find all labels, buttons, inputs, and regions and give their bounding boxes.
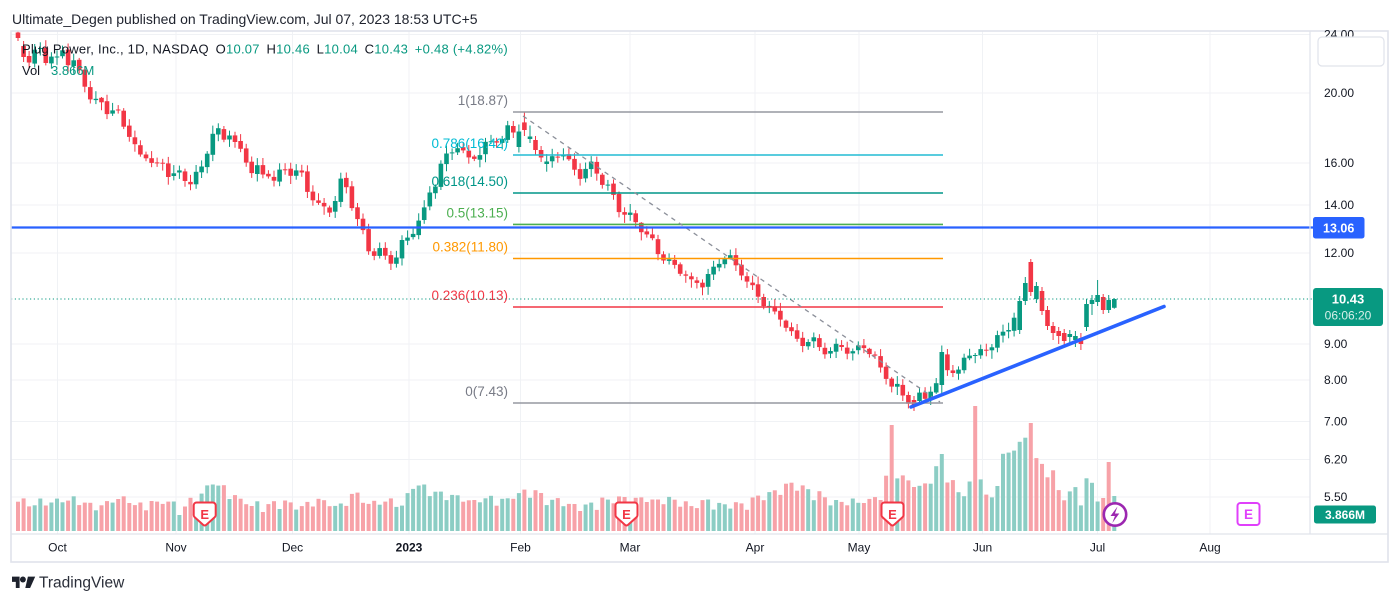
svg-text:3.866M: 3.866M (1325, 508, 1365, 522)
svg-text:0.382(11.80): 0.382(11.80) (432, 240, 508, 255)
svg-text:12.00: 12.00 (1324, 246, 1354, 260)
svg-text:0.5(13.15): 0.5(13.15) (446, 205, 508, 220)
svg-text:Mar: Mar (620, 541, 641, 555)
svg-text:Oct: Oct (48, 541, 67, 555)
svg-text:0.786(16.42): 0.786(16.42) (431, 136, 508, 151)
svg-text:E: E (1244, 507, 1253, 522)
svg-text:9.00: 9.00 (1324, 337, 1348, 351)
svg-text:E: E (200, 507, 209, 522)
svg-text:1(18.87): 1(18.87) (458, 93, 508, 108)
svg-text:5.50: 5.50 (1324, 490, 1348, 504)
svg-text:0.236(10.13): 0.236(10.13) (431, 288, 508, 303)
svg-text:Jun: Jun (973, 541, 992, 555)
svg-text:3.866M: 3.866M (51, 63, 94, 78)
svg-text:Vol: Vol (22, 63, 40, 78)
svg-text:Nov: Nov (165, 541, 186, 555)
svg-text:Plug Power, Inc., 1D, NASDAQ: Plug Power, Inc., 1D, NASDAQ O10.07 H10.… (22, 42, 508, 57)
svg-text:16.00: 16.00 (1324, 156, 1354, 170)
svg-text:0.618(14.50): 0.618(14.50) (431, 174, 508, 189)
svg-text:2023: 2023 (396, 541, 423, 555)
svg-text:7.00: 7.00 (1324, 415, 1348, 429)
svg-text:May: May (848, 541, 871, 555)
svg-text:TradingView: TradingView (39, 575, 125, 592)
svg-text:10.43: 10.43 (1332, 292, 1365, 307)
svg-text:20.00: 20.00 (1324, 86, 1354, 100)
svg-text:Dec: Dec (282, 541, 303, 555)
svg-text:Ultimate_Degen published on Tr: Ultimate_Degen published on TradingView.… (12, 11, 478, 27)
svg-text:Apr: Apr (746, 541, 765, 555)
svg-text:8.00: 8.00 (1324, 373, 1348, 387)
svg-text:Jul: Jul (1090, 541, 1105, 555)
svg-text:06:06:20: 06:06:20 (1325, 309, 1372, 323)
svg-text:Feb: Feb (510, 541, 531, 555)
svg-text:E: E (888, 507, 897, 522)
svg-text:E: E (622, 507, 631, 522)
svg-text:Aug: Aug (1199, 541, 1220, 555)
svg-text:13.06: 13.06 (1323, 221, 1354, 235)
svg-text:14.00: 14.00 (1324, 198, 1354, 212)
svg-text:0(7.43): 0(7.43) (465, 384, 508, 399)
svg-text:6.20: 6.20 (1324, 453, 1348, 467)
